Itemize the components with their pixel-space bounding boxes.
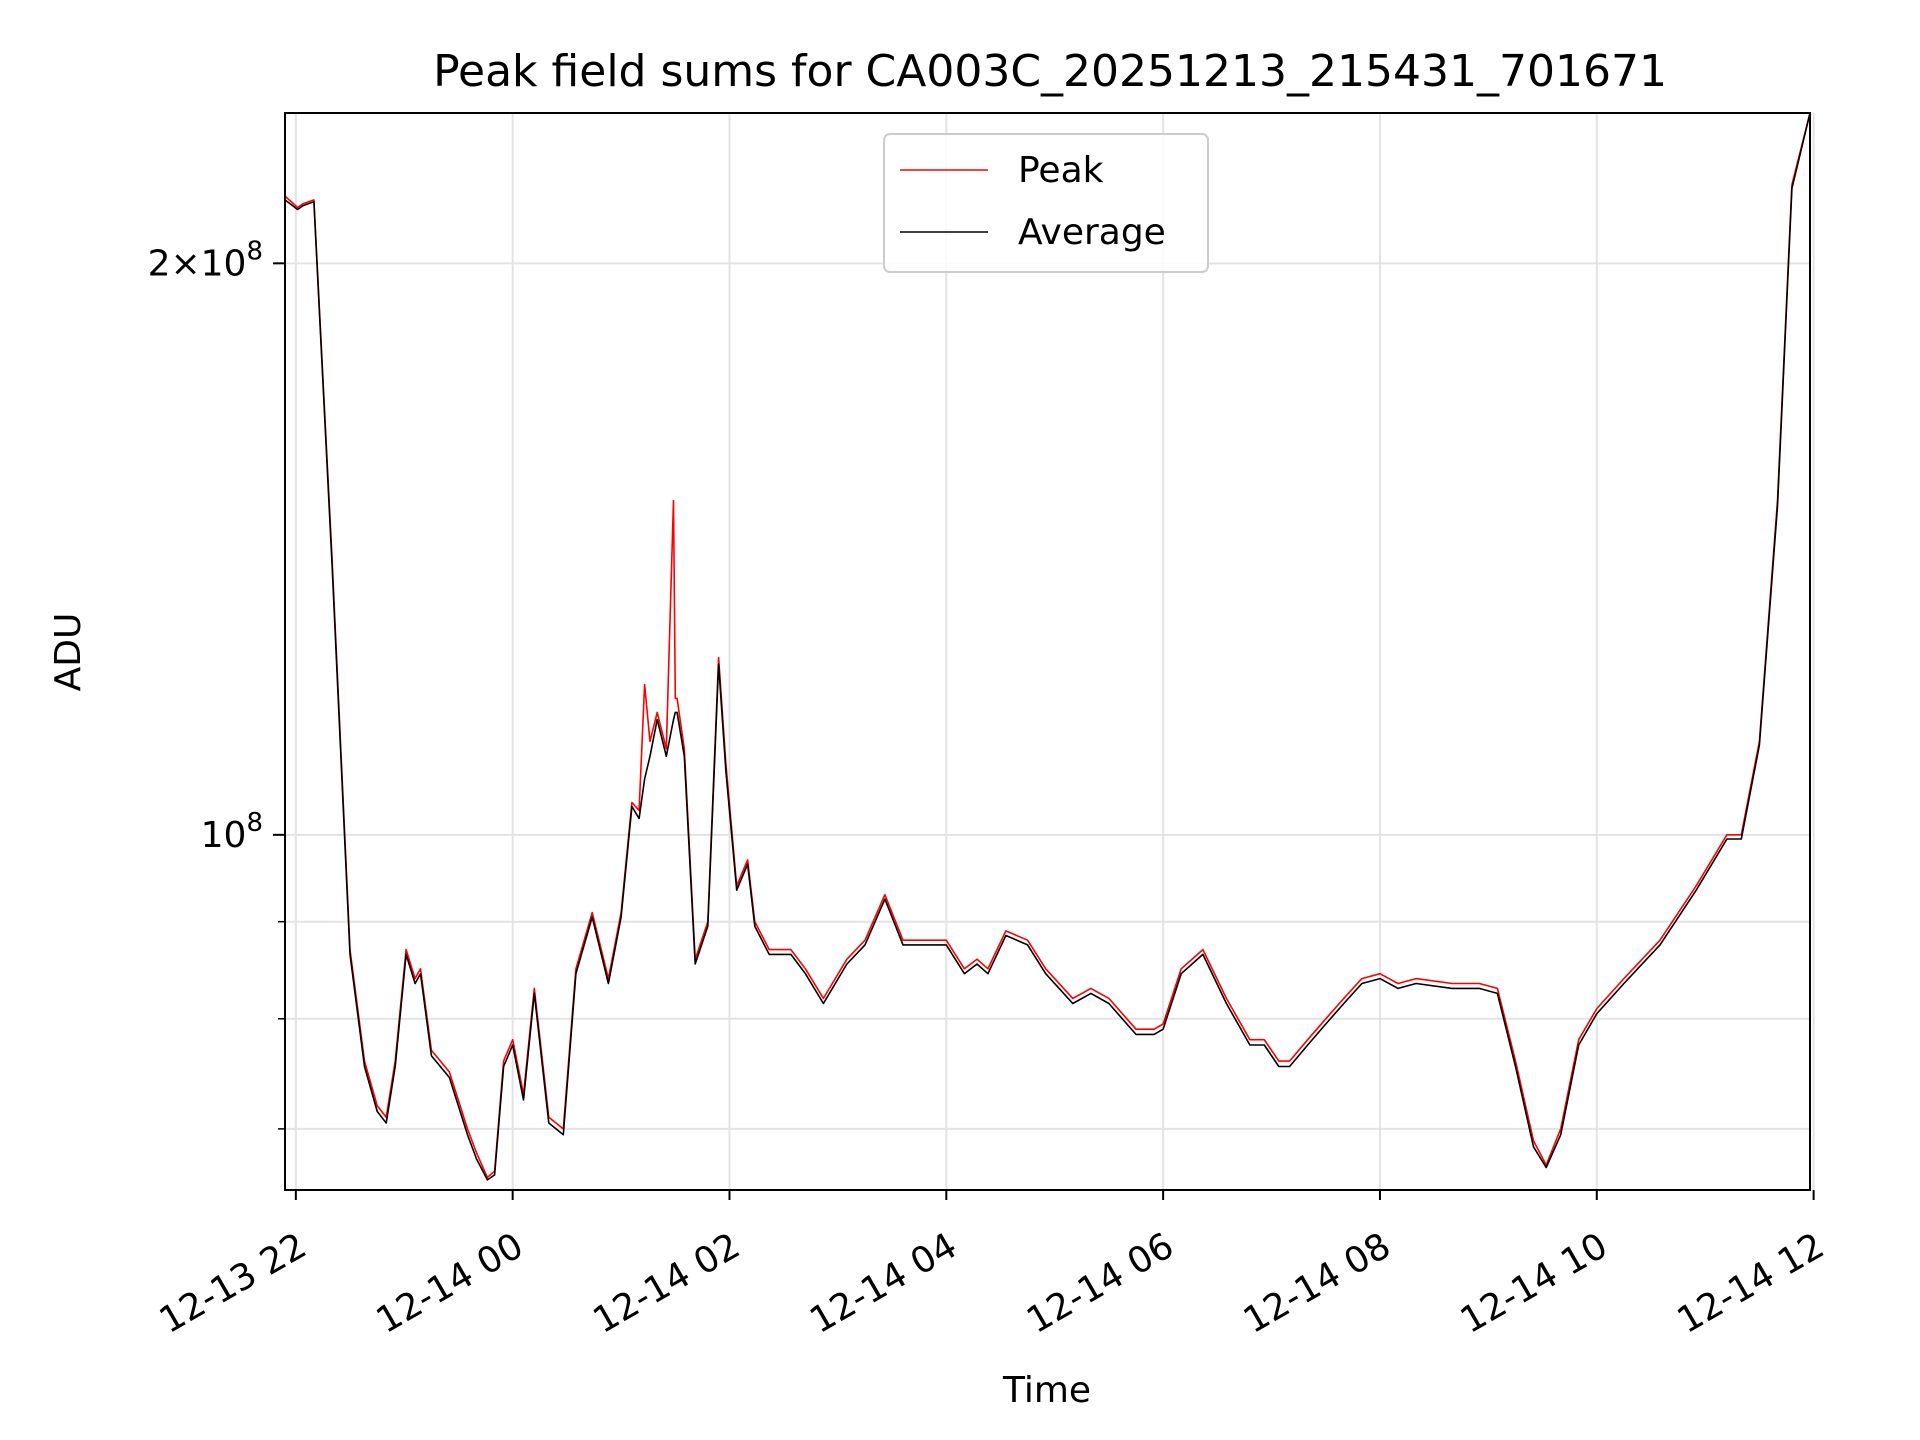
- x-tick-label: 12-14 04: [803, 1225, 964, 1341]
- chart-title: Peak field sums for CA003C_20251213_2154…: [433, 46, 1667, 97]
- y-axis-label: ADU: [48, 613, 89, 692]
- x-axis-label: Time: [1002, 1370, 1091, 1411]
- x-axis-ticks: 12-13 22 12-14 00 12-14 02 12-14 04 12-14 06…: [153, 1190, 1831, 1342]
- x-tick-label: 12-14 02: [586, 1225, 747, 1341]
- plot-frame: [284, 112, 1811, 1191]
- legend: Peak Average: [883, 133, 1209, 273]
- x-tick-label: 12-14 08: [1237, 1225, 1398, 1341]
- legend-box: [883, 133, 1209, 273]
- x-tick-label: 12-13 22: [153, 1225, 314, 1341]
- series-layer: [284, 112, 1811, 1181]
- y-tick-label: 108: [201, 808, 263, 856]
- y-tick-label: 2×108: [148, 236, 263, 284]
- x-tick-label: 12-14 10: [1454, 1225, 1615, 1341]
- x-tick-label: 12-14 12: [1671, 1225, 1832, 1341]
- series-average-line: [284, 112, 1811, 1181]
- x-tick-label: 12-14 00: [370, 1225, 531, 1341]
- series-peak-line: [284, 112, 1811, 1179]
- gridlines: [285, 113, 1815, 1190]
- x-tick-label: 12-14 06: [1020, 1225, 1181, 1341]
- legend-peak-label: Peak: [1018, 150, 1104, 191]
- y-axis-ticks: 108 2×108: [148, 236, 285, 1130]
- legend-average-label: Average: [1018, 212, 1166, 253]
